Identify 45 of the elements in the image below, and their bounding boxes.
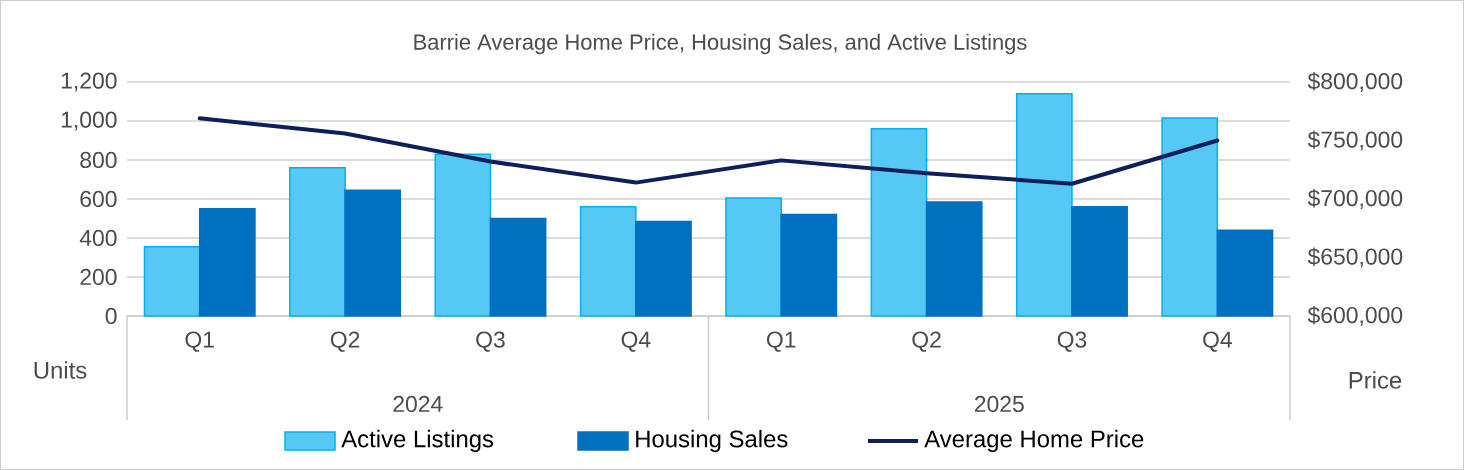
y2-axis-title: Price (1349, 371, 1402, 389)
x-tick-label: Q1 (767, 331, 796, 352)
bar (1071, 206, 1128, 317)
legend-label: Average Home Price (924, 429, 1144, 453)
bar (635, 220, 692, 317)
y-axis-title: Units (34, 361, 87, 379)
bar (143, 246, 201, 317)
bar (198, 207, 256, 317)
y-tick-label: 1,200 (61, 72, 117, 92)
x-tick-label: Q3 (1057, 331, 1087, 352)
bar (780, 213, 838, 317)
bar (344, 189, 402, 317)
x-tick-label: Q2 (912, 331, 941, 352)
text: 2024 (393, 395, 443, 413)
bar (489, 217, 547, 317)
y2-tick-label: $800,000 (1307, 72, 1403, 92)
bar (1216, 229, 1274, 317)
y-tick-label: 200 (80, 268, 117, 286)
y2-tick-label: $700,000 (1307, 189, 1403, 209)
bar (434, 153, 492, 317)
chart-title: Barrie Average Home Price, Housing Sales, and Active Listings (414, 33, 1027, 55)
y2-tick-label: $650,000 (1307, 247, 1403, 268)
x-tick-label: Q4 (1203, 331, 1232, 352)
y-tick-label: 1,000 (61, 111, 117, 131)
x-tick-label: Q4 (621, 331, 651, 352)
bar (925, 201, 983, 317)
bar (1015, 92, 1073, 317)
bar (725, 197, 782, 317)
x-tick-label: Q1 (185, 331, 214, 352)
bar (870, 128, 928, 317)
y2-tick-label: $600,000 (1307, 306, 1403, 326)
legend-label: Active Listings (341, 429, 494, 453)
y-tick-label: 600 (80, 190, 117, 208)
x-tick-label: Q2 (330, 331, 360, 352)
y-tick-label: 800 (80, 151, 117, 169)
bar (289, 167, 346, 317)
text: 2025 (974, 395, 1024, 413)
bar (1161, 117, 1219, 317)
y-tick-label: 400 (79, 229, 117, 247)
y2-tick-label: $750,000 (1307, 130, 1403, 151)
legend-label: Housing Sales (636, 429, 788, 453)
bar (579, 206, 637, 317)
y-tick-label: 0 (105, 307, 117, 325)
x-tick-label: Q3 (476, 331, 505, 352)
line-series (197, 116, 1220, 186)
